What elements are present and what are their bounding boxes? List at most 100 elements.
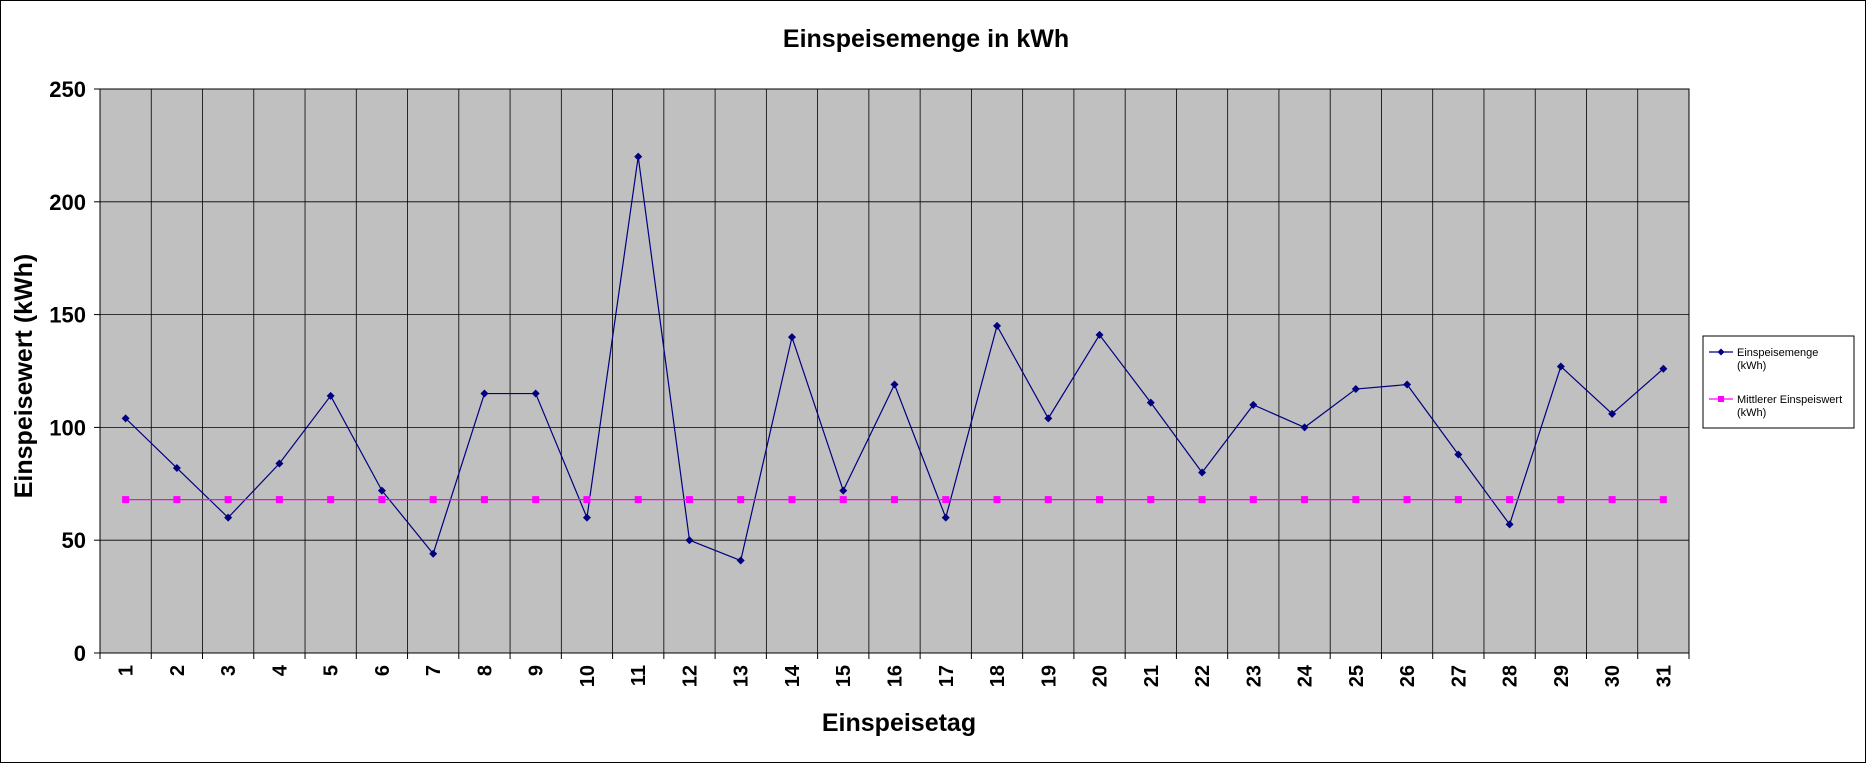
- plot-background: [100, 89, 1689, 653]
- data-point: [480, 389, 489, 398]
- x-tick-label: 4: [269, 664, 291, 676]
- data-point: [787, 333, 796, 342]
- data-point: [275, 496, 283, 504]
- data-point: [1505, 520, 1514, 529]
- data-point: [1403, 496, 1411, 504]
- data-point: [788, 496, 796, 504]
- data-point: [1198, 496, 1206, 504]
- legend: Einspeisemenge(kWh)Mittlerer Einspeiswer…: [1702, 335, 1855, 429]
- data-point: [634, 496, 642, 504]
- data-point: [685, 496, 693, 504]
- data-point: [1659, 496, 1667, 504]
- data-point: [1454, 450, 1463, 459]
- data-point: [1146, 398, 1155, 407]
- x-tick-label: 15: [833, 665, 855, 687]
- plot-border: [99, 88, 1690, 654]
- data-point: [942, 496, 950, 504]
- x-tick-label: 23: [1243, 665, 1265, 687]
- data-point: [224, 496, 232, 504]
- data-point: [275, 459, 284, 468]
- data-point: [1095, 330, 1104, 339]
- data-point: [1301, 496, 1309, 504]
- data-point: [122, 496, 130, 504]
- data-point: [1096, 496, 1104, 504]
- data-point: [685, 536, 694, 545]
- data-point: [532, 496, 540, 504]
- legend-label: Einspeisemenge: [1737, 347, 1818, 359]
- x-tick-label: 11: [628, 665, 650, 686]
- x-tick-label: 24: [1295, 664, 1317, 687]
- x-tick-label: 14: [782, 664, 804, 687]
- data-point: [993, 496, 1001, 504]
- data-point: [1249, 496, 1257, 504]
- data-point: [172, 464, 181, 473]
- data-point: [1659, 364, 1668, 373]
- data-point: [429, 549, 438, 558]
- data-point: [326, 391, 335, 400]
- data-point: [1044, 496, 1052, 504]
- data-point: [1249, 400, 1258, 409]
- x-tick-label: 22: [1192, 665, 1214, 687]
- data-point: [480, 496, 488, 504]
- y-tick-label: 0: [74, 641, 86, 666]
- data-point: [1608, 409, 1617, 418]
- data-point: [583, 496, 591, 504]
- x-tick-label: 30: [1602, 665, 1624, 687]
- data-point: [1556, 362, 1565, 371]
- data-point: [1557, 496, 1565, 504]
- x-tick-label: 26: [1397, 665, 1419, 687]
- legend-box: [1702, 335, 1855, 429]
- data-point: [1044, 414, 1053, 423]
- x-tick-label: 31: [1653, 665, 1675, 687]
- x-tick-label: 7: [423, 665, 445, 676]
- legend-label: (kWh): [1737, 360, 1766, 372]
- x-tick-label: 17: [936, 665, 958, 687]
- legend-marker: [1717, 348, 1725, 356]
- data-point: [1506, 496, 1514, 504]
- data-point: [224, 513, 233, 522]
- x-axis-title: Einspeisetag: [822, 709, 976, 737]
- x-tick-label: 19: [1038, 665, 1060, 687]
- data-point: [1608, 496, 1616, 504]
- data-point: [377, 486, 386, 495]
- x-tick-label: 9: [526, 665, 548, 676]
- y-tick-label: 250: [49, 77, 86, 102]
- x-tick-label: 13: [731, 665, 753, 687]
- data-point: [1352, 496, 1360, 504]
- y-tick-label: 200: [49, 190, 86, 215]
- data-point: [1403, 380, 1412, 389]
- data-point: [737, 496, 745, 504]
- x-tick-label: 25: [1346, 665, 1368, 687]
- x-tick-label: 27: [1448, 665, 1470, 687]
- data-point: [839, 486, 848, 495]
- data-point: [327, 496, 335, 504]
- data-point: [839, 496, 847, 504]
- data-point: [941, 513, 950, 522]
- y-tick-label: 100: [49, 415, 86, 440]
- y-axis-title: Einspeisewert (kWh): [10, 254, 38, 499]
- data-point: [1351, 385, 1360, 394]
- data-point: [378, 496, 386, 504]
- y-tick-label: 150: [49, 303, 86, 328]
- x-tick-label: 28: [1500, 665, 1522, 687]
- x-tick-label: 18: [987, 665, 1009, 687]
- x-tick-label: 8: [474, 665, 496, 676]
- y-tick-label: 50: [62, 528, 86, 553]
- x-tick-label: 20: [1090, 665, 1112, 687]
- x-tick-label: 1: [116, 665, 138, 676]
- data-point: [1198, 468, 1207, 477]
- x-tick-label: 6: [372, 665, 394, 676]
- data-point: [121, 414, 130, 423]
- data-point: [736, 556, 745, 565]
- legend-label: (kWh): [1737, 407, 1766, 419]
- data-point: [1300, 423, 1309, 432]
- x-tick-label: 10: [577, 665, 599, 687]
- data-point: [1454, 496, 1462, 504]
- data-point: [173, 496, 181, 504]
- x-tick-label: 16: [885, 665, 907, 687]
- x-tick-label: 12: [679, 665, 701, 687]
- x-tick-label: 29: [1551, 665, 1573, 687]
